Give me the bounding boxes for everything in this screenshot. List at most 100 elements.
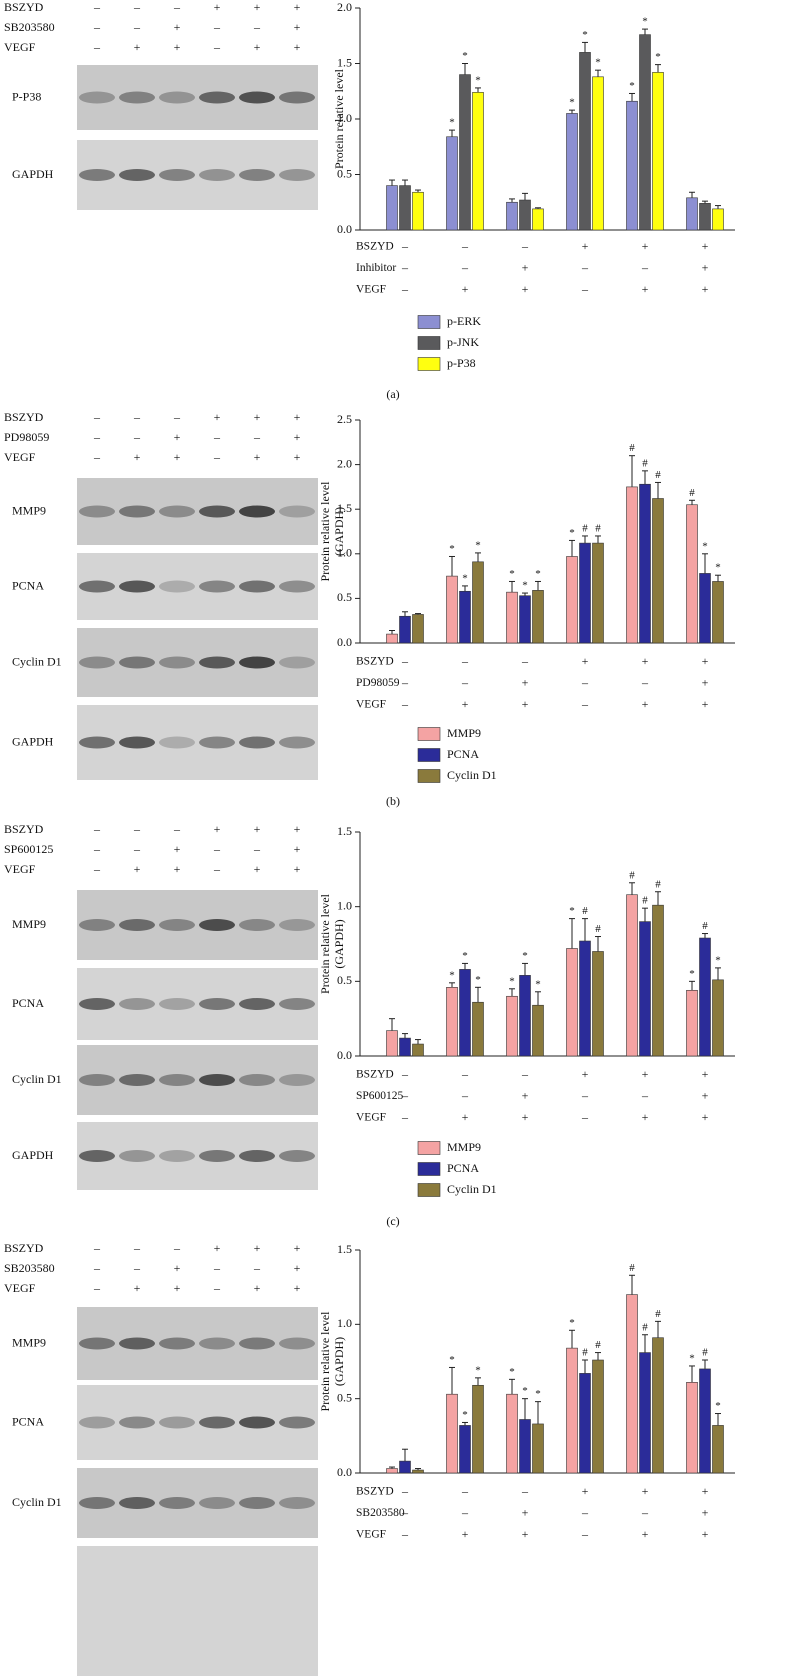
bar — [532, 208, 544, 231]
panel-label: (a) — [386, 387, 399, 401]
condition-sign: – — [461, 239, 469, 253]
significance-marker: * — [475, 74, 481, 86]
y-tick-label: 1.0 — [337, 898, 352, 912]
condition-sign: – — [213, 450, 221, 464]
condition-sign: – — [401, 282, 409, 296]
blot-row-label: GAPDH — [12, 1148, 54, 1162]
y-tick-label: 2.0 — [337, 456, 352, 470]
panel-label: (b) — [386, 794, 400, 808]
y-tick-label: 0.0 — [337, 635, 352, 649]
condition-sign: + — [702, 1527, 709, 1541]
y-tick-label: 0.5 — [337, 590, 352, 604]
condition-sign: – — [133, 430, 141, 444]
y-axis-title: Protein relative level — [318, 481, 332, 582]
bar — [652, 1337, 664, 1474]
condition-label: BSZYD — [4, 1241, 44, 1255]
significance-marker: * — [462, 950, 468, 962]
blot-band — [119, 91, 155, 104]
condition-sign: – — [581, 1527, 589, 1541]
blot-band — [119, 1074, 155, 1086]
blot-band — [279, 1074, 315, 1086]
blot-band — [159, 736, 195, 749]
condition-sign: – — [581, 675, 589, 689]
blot-row-label: MMP9 — [12, 917, 46, 931]
condition-sign: – — [401, 1505, 409, 1519]
condition-sign: – — [461, 260, 469, 274]
blot-band — [199, 1497, 235, 1509]
condition-sign: – — [401, 1110, 409, 1124]
y-tick-label: 0.0 — [337, 1048, 352, 1062]
blot-band — [239, 169, 275, 181]
bar — [639, 921, 651, 1057]
condition-sign: + — [702, 239, 709, 253]
y-tick-label: 1.5 — [337, 55, 352, 69]
condition-label: BSZYD — [4, 822, 44, 836]
condition-sign: – — [93, 20, 101, 34]
condition-sign: + — [642, 282, 649, 296]
condition-sign: + — [522, 282, 529, 296]
condition-sign: + — [254, 822, 261, 836]
condition-sign: – — [173, 0, 181, 14]
condition-sign: – — [581, 1088, 589, 1102]
significance-marker: * — [475, 974, 481, 986]
blot-row-label: Cyclin D1 — [12, 1495, 62, 1509]
legend-label: Cyclin D1 — [447, 768, 497, 782]
condition-sign: + — [294, 822, 301, 836]
blot-band — [239, 1150, 275, 1162]
blot-band — [279, 91, 315, 104]
bar — [626, 1294, 638, 1474]
blot-band — [199, 1150, 235, 1162]
significance-marker: * — [535, 568, 541, 580]
condition-sign: – — [93, 842, 101, 856]
blot-band — [239, 1416, 275, 1429]
bar — [386, 185, 398, 231]
condition-label: BSZYD — [4, 410, 44, 424]
condition-sign: – — [93, 0, 101, 14]
y-axis-title: (GAPDH) — [332, 1337, 346, 1386]
legend-label: Cyclin D1 — [447, 1182, 497, 1196]
y-tick-label: 1.5 — [337, 824, 352, 838]
condition-label: VEGF — [356, 284, 386, 296]
blot-row-label: Cyclin D1 — [12, 654, 62, 668]
condition-sign: – — [401, 1067, 409, 1081]
bar — [532, 590, 544, 644]
bar — [579, 940, 591, 1057]
condition-sign: + — [254, 410, 261, 424]
condition-sign: – — [581, 1505, 589, 1519]
condition-label: VEGF — [356, 699, 386, 711]
significance-marker: * — [569, 527, 575, 539]
blot-band — [279, 169, 315, 181]
condition-label: Inhibitor — [356, 262, 396, 274]
significance-marker: * — [642, 16, 648, 28]
bar — [566, 1347, 578, 1474]
condition-sign: – — [93, 822, 101, 836]
condition-sign: + — [582, 239, 589, 253]
blot-band — [159, 998, 195, 1010]
condition-sign: – — [173, 410, 181, 424]
legend-swatch — [417, 1183, 441, 1197]
condition-sign: – — [581, 282, 589, 296]
condition-sign: – — [401, 260, 409, 274]
condition-sign: + — [702, 282, 709, 296]
condition-sign: – — [93, 862, 101, 876]
condition-sign: – — [133, 20, 141, 34]
blot-band — [79, 169, 115, 181]
bar — [686, 1382, 698, 1474]
blot-panel — [77, 705, 318, 780]
blot-band — [119, 1150, 155, 1162]
significance-marker: * — [449, 117, 455, 129]
blot-band — [279, 1497, 315, 1509]
blot-band — [239, 1497, 275, 1509]
significance-marker: # — [582, 905, 588, 917]
condition-sign: – — [401, 654, 409, 668]
condition-label: VEGF — [4, 40, 36, 54]
significance-marker: # — [655, 878, 661, 890]
condition-sign: + — [702, 1088, 709, 1102]
significance-marker: * — [462, 1409, 468, 1421]
panel-label: (c) — [386, 1214, 399, 1228]
y-tick-label: 2.0 — [337, 0, 352, 14]
blot-band — [239, 1074, 275, 1086]
condition-sign: + — [522, 260, 529, 274]
y-tick-label: 0.5 — [337, 1390, 352, 1404]
